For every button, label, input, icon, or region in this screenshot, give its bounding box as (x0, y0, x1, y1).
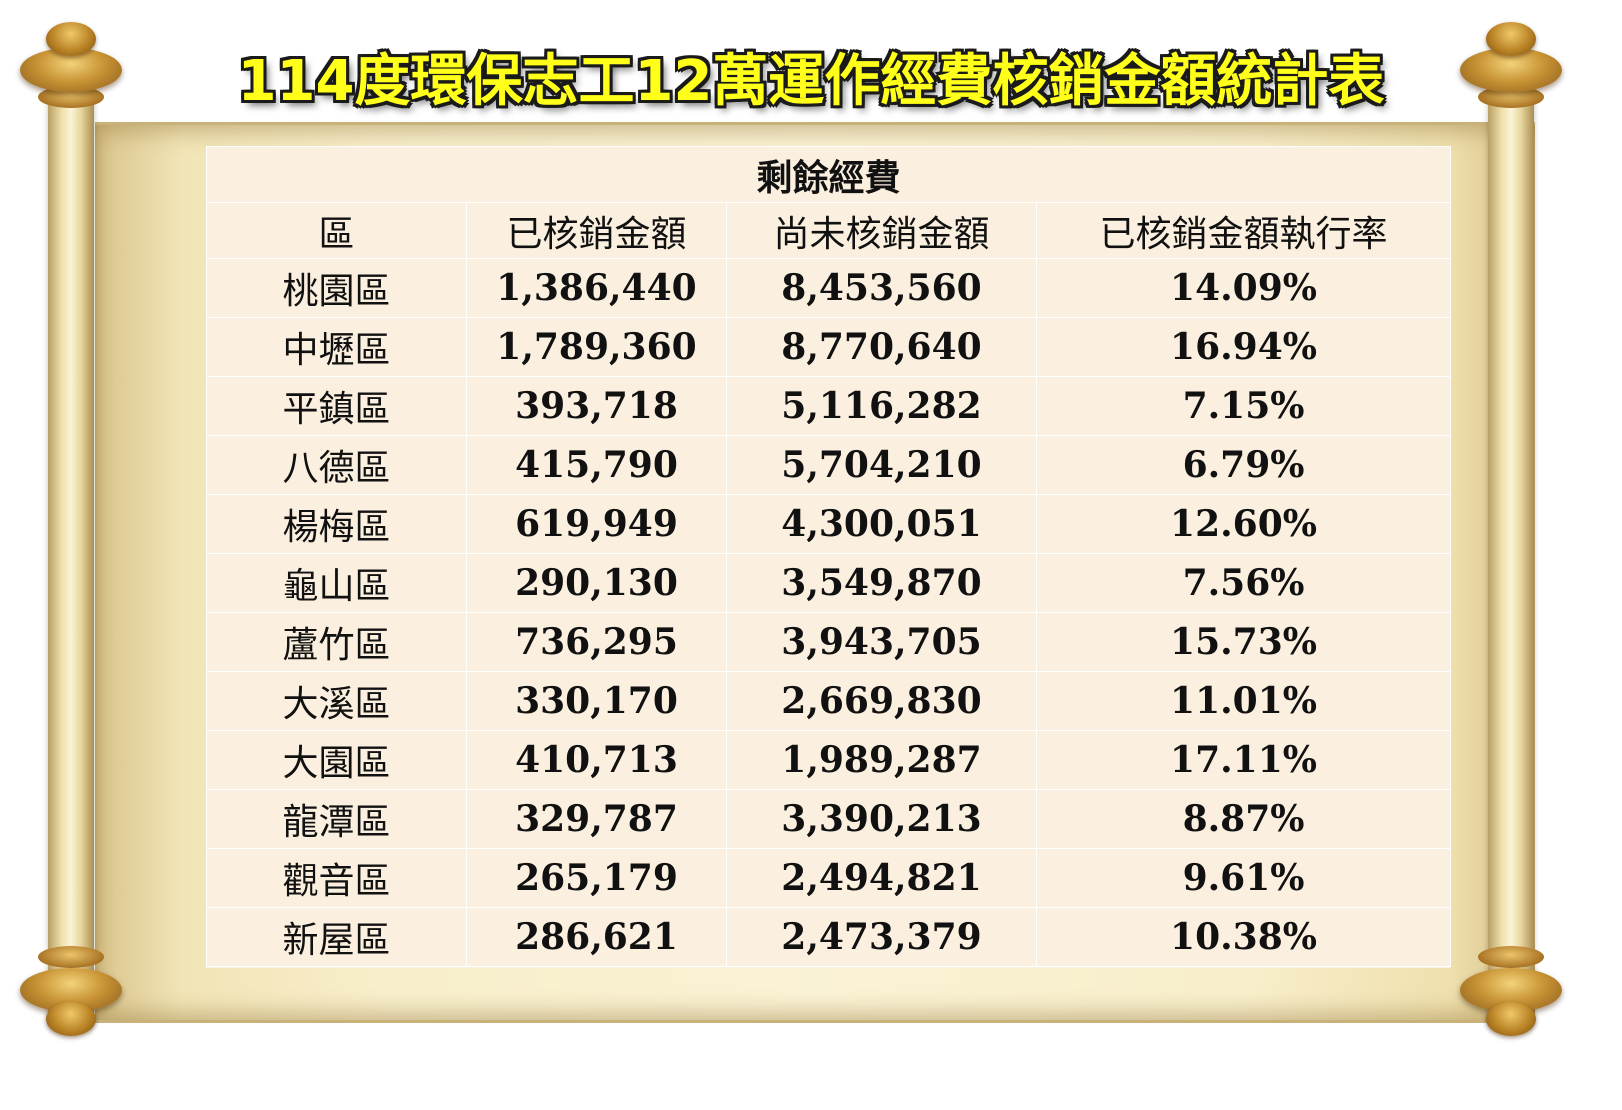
cell-outstanding-amount: 4,300,051 (726, 494, 1037, 554)
cell-district: 龜山區 (206, 553, 467, 613)
cell-district: 蘆竹區 (206, 612, 467, 672)
cell-outstanding-amount: 8,453,560 (726, 258, 1037, 318)
table-caption: 剩餘經費 (205, 146, 1452, 203)
cell-reimbursed-amount: 393,718 (466, 376, 727, 436)
cell-district: 大溪區 (206, 671, 467, 731)
cell-execution-rate: 6.79% (1035, 435, 1452, 495)
cell-reimbursed-amount: 410,713 (466, 730, 727, 790)
table-row: 楊梅區 619,949 4,300,051 12.60% (206, 494, 1452, 554)
table-row: 大溪區 330,170 2,669,830 11.01% (206, 671, 1452, 731)
cell-district: 八德區 (206, 435, 467, 495)
right-roller-top-knob (1486, 22, 1536, 56)
cell-reimbursed-amount: 736,295 (466, 612, 727, 672)
funding-table: 剩餘經費 區 已核銷金額 尚未核銷金額 已核銷金額執行率 桃園區 1,386,44… (205, 146, 1452, 967)
right-scroll-roller (1460, 0, 1562, 1110)
cell-district: 大園區 (206, 730, 467, 790)
cell-outstanding-amount: 1,989,287 (726, 730, 1037, 790)
right-roller-rod (1488, 80, 1534, 1030)
table-row: 桃園區 1,386,440 8,453,560 14.09% (206, 258, 1452, 318)
table-row: 觀音區 265,179 2,494,821 9.61% (206, 848, 1452, 908)
table-row: 龍潭區 329,787 3,390,213 8.87% (206, 789, 1452, 849)
cell-reimbursed-amount: 290,130 (466, 553, 727, 613)
right-roller-bottom-knob (1486, 1002, 1536, 1036)
right-roller-top-collar (1478, 86, 1544, 108)
cell-outstanding-amount: 3,390,213 (726, 789, 1037, 849)
cell-reimbursed-amount: 415,790 (466, 435, 727, 495)
cell-execution-rate: 17.11% (1035, 730, 1452, 790)
cell-reimbursed-amount: 330,170 (466, 671, 727, 731)
cell-execution-rate: 10.38% (1035, 907, 1452, 967)
cell-district: 中壢區 (206, 317, 467, 377)
cell-outstanding-amount: 2,473,379 (726, 907, 1037, 967)
left-roller-bottom-collar (38, 946, 104, 968)
cell-execution-rate: 16.94% (1035, 317, 1452, 377)
table-body: 桃園區 1,386,440 8,453,560 14.09% 中壢區 1,789,360 8… (206, 258, 1452, 967)
table-row: 平鎮區 393,718 5,116,282 7.15% (206, 376, 1452, 436)
left-roller-top-collar (38, 86, 104, 108)
cell-execution-rate: 7.56% (1035, 553, 1452, 613)
cell-outstanding-amount: 8,770,640 (726, 317, 1037, 377)
table-row: 八德區 415,790 5,704,210 6.79% (206, 435, 1452, 495)
table-row: 中壢區 1,789,360 8,770,640 16.94% (206, 317, 1452, 377)
cell-reimbursed-amount: 286,621 (466, 907, 727, 967)
table-row: 蘆竹區 736,295 3,943,705 15.73% (206, 612, 1452, 672)
header-reimbursed: 已核銷金額 (466, 202, 727, 259)
cell-reimbursed-amount: 265,179 (466, 848, 727, 908)
cell-district: 龍潭區 (206, 789, 467, 849)
cell-execution-rate: 12.60% (1035, 494, 1452, 554)
cell-outstanding-amount: 3,549,870 (726, 553, 1037, 613)
table-row: 龜山區 290,130 3,549,870 7.56% (206, 553, 1452, 613)
table-caption-row: 剩餘經費 (205, 146, 1452, 203)
page-title: 114度環保志工12萬運作經費核銷金額統計表 (237, 49, 1385, 114)
cell-outstanding-amount: 5,116,282 (726, 376, 1037, 436)
cell-execution-rate: 8.87% (1035, 789, 1452, 849)
right-roller-bottom-collar (1478, 946, 1544, 968)
left-scroll-roller (20, 0, 122, 1110)
table-row: 新屋區 286,621 2,473,379 10.38% (206, 907, 1452, 967)
header-outstanding: 尚未核銷金額 (726, 202, 1037, 259)
cell-outstanding-amount: 5,704,210 (726, 435, 1037, 495)
cell-reimbursed-amount: 1,789,360 (466, 317, 727, 377)
table-header-row: 區 已核銷金額 尚未核銷金額 已核銷金額執行率 (206, 202, 1452, 259)
table-row: 大園區 410,713 1,989,287 17.11% (206, 730, 1452, 790)
cell-outstanding-amount: 3,943,705 (726, 612, 1037, 672)
cell-district: 新屋區 (206, 907, 467, 967)
cell-reimbursed-amount: 619,949 (466, 494, 727, 554)
left-roller-top-knob (46, 22, 96, 56)
cell-execution-rate: 14.09% (1035, 258, 1452, 318)
cell-execution-rate: 7.15% (1035, 376, 1452, 436)
funding-table-container: 剩餘經費 區 已核銷金額 尚未核銷金額 已核銷金額執行率 桃園區 1,386,44… (205, 146, 1452, 968)
cell-outstanding-amount: 2,669,830 (726, 671, 1037, 731)
cell-execution-rate: 15.73% (1035, 612, 1452, 672)
cell-district: 楊梅區 (206, 494, 467, 554)
cell-execution-rate: 11.01% (1035, 671, 1452, 731)
cell-outstanding-amount: 2,494,821 (726, 848, 1037, 908)
left-roller-bottom-knob (46, 1002, 96, 1036)
header-rate: 已核銷金額執行率 (1035, 202, 1452, 259)
cell-reimbursed-amount: 329,787 (466, 789, 727, 849)
cell-district: 觀音區 (206, 848, 467, 908)
cell-execution-rate: 9.61% (1035, 848, 1452, 908)
header-district: 區 (206, 202, 467, 259)
left-roller-rod (48, 80, 94, 1030)
cell-district: 平鎮區 (206, 376, 467, 436)
cell-reimbursed-amount: 1,386,440 (466, 258, 727, 318)
cell-district: 桃園區 (206, 258, 467, 318)
